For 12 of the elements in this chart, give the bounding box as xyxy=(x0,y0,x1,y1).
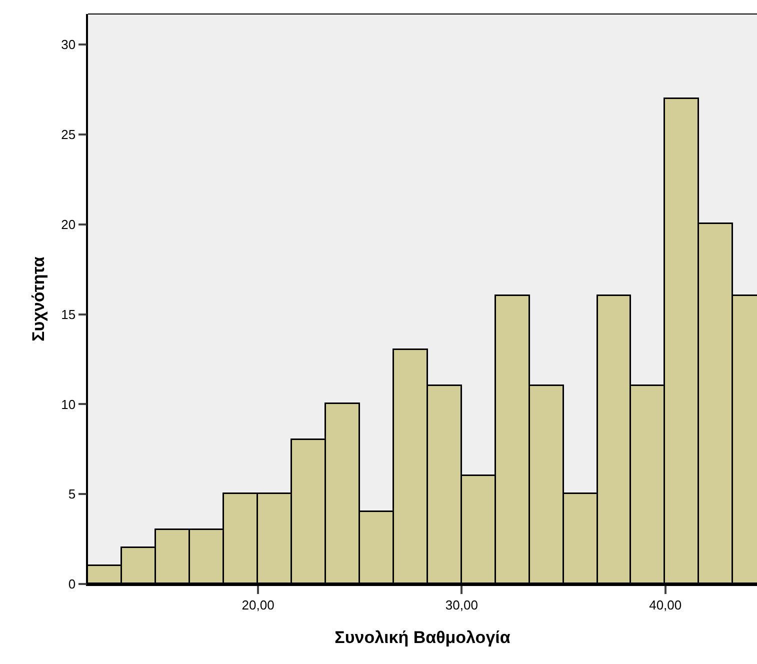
y-tick-label: 25 xyxy=(61,127,76,142)
x-tick-label: 20,00 xyxy=(242,597,274,612)
y-tick-label: 15 xyxy=(61,306,76,322)
x-axis-title: Συνολική Βαθμολογία xyxy=(334,628,511,648)
y-tick-label: 20 xyxy=(61,216,76,232)
x-tick-label: 40,00 xyxy=(649,597,682,612)
y-tick-label: 5 xyxy=(68,486,76,502)
y-tick-label: 30 xyxy=(61,37,76,52)
y-tick-label: 10 xyxy=(61,396,76,412)
x-tick-label: 30,00 xyxy=(445,597,478,612)
y-tick-label: 0 xyxy=(68,576,76,592)
y-axis-title: Συχνότητα xyxy=(29,256,48,342)
